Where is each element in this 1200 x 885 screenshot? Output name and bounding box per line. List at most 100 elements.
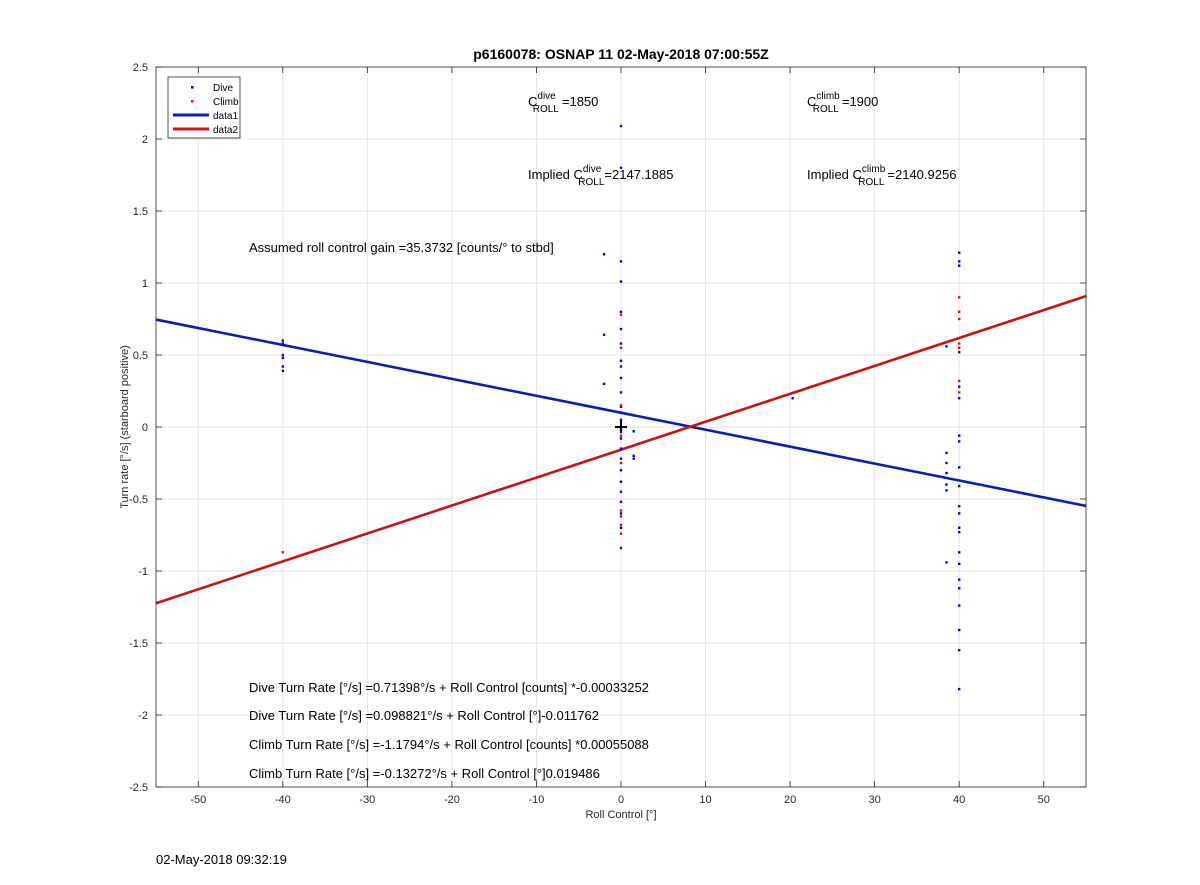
x-axis-label: Roll Control [°] xyxy=(585,809,656,821)
point-dive xyxy=(619,437,623,440)
point-climb xyxy=(957,296,961,299)
point-dive xyxy=(957,562,961,565)
point-climb xyxy=(619,404,623,407)
point-dive xyxy=(957,587,961,590)
legend-marker-dive xyxy=(191,86,194,89)
point-climb xyxy=(619,523,623,527)
point-dive xyxy=(619,469,623,472)
y-tick-label: 2.5 xyxy=(133,62,148,74)
point-dive xyxy=(945,451,948,455)
point-climb xyxy=(619,434,623,437)
point-dive xyxy=(957,264,961,267)
footer-timestamp: 02-May-2018 09:32:19 xyxy=(156,852,287,867)
point-dive xyxy=(957,687,961,691)
point-dive xyxy=(632,454,635,457)
point-climb xyxy=(619,346,623,349)
point-climb xyxy=(619,515,623,518)
point-dive xyxy=(945,345,948,348)
point-dive xyxy=(619,327,623,331)
c-climb-value: =1900 xyxy=(842,94,879,109)
y-tick-label: 0 xyxy=(142,422,148,434)
y-tick-label: -1 xyxy=(138,566,148,578)
point-climb xyxy=(619,532,623,535)
point-dive xyxy=(957,385,961,388)
point-dive xyxy=(957,526,961,529)
point-dive xyxy=(619,405,623,409)
x-tick-label: 50 xyxy=(1038,794,1050,806)
point-dive xyxy=(632,457,635,460)
point-climb xyxy=(957,342,961,345)
x-tick-label: 40 xyxy=(953,794,965,806)
point-dive xyxy=(619,166,623,169)
point-dive xyxy=(619,490,623,493)
point-climb xyxy=(281,551,285,554)
equation-climb-degrees: Climb Turn Rate [°/s] =-0.13272°/s + Rol… xyxy=(249,766,600,781)
legend-label-dive: Dive xyxy=(213,83,233,94)
point-dive xyxy=(957,397,961,400)
equation-dive-counts: Dive Turn Rate [°/s] =0.71398°/s + Roll … xyxy=(249,680,649,695)
point-dive xyxy=(602,382,606,385)
axes-frame xyxy=(155,66,1087,788)
tick-labels: -50 -40 -30 -20 -10 0 10 20 30 40 50-2.5-2-1.5-1-0… xyxy=(129,62,1050,806)
point-climb xyxy=(957,310,961,313)
legend: Dive Climb data1 data2 xyxy=(167,76,241,139)
point-dive xyxy=(619,359,623,362)
x-tick-label: 10 xyxy=(699,794,711,806)
gain-annotation: Assumed roll control gain =35.3732 [coun… xyxy=(249,240,554,255)
point-dive xyxy=(281,339,285,342)
point-climb xyxy=(619,509,623,512)
implied-dive-sup: dive xyxy=(583,164,602,175)
point-dive xyxy=(945,489,948,492)
c-climb-sup: climb xyxy=(816,91,840,102)
point-dive xyxy=(957,260,961,263)
point-dive xyxy=(957,440,961,443)
legend-label-data1: data1 xyxy=(213,111,238,122)
point-dive xyxy=(619,447,623,450)
point-dive xyxy=(945,561,948,564)
point-dive xyxy=(619,365,623,368)
point-dive xyxy=(957,505,961,508)
point-dive xyxy=(957,604,961,607)
point-dive xyxy=(619,457,623,460)
x-tick-label: 30 xyxy=(869,794,881,806)
data-points xyxy=(281,124,961,691)
y-tick-label: 1 xyxy=(142,278,148,290)
point-climb xyxy=(619,313,623,316)
implied-dive-annotation: Implied Cdive ROLL=2147.1885 xyxy=(528,164,673,188)
point-dive xyxy=(619,376,623,380)
point-dive xyxy=(791,397,794,400)
point-dive xyxy=(281,365,285,368)
implied-dive-sub: ROLL xyxy=(578,177,605,188)
implied-climb-prefix: Implied C xyxy=(807,167,862,182)
point-dive xyxy=(619,310,623,313)
x-tick-label: 0 xyxy=(618,794,624,806)
x-tick-label: -50 xyxy=(190,794,206,806)
point-climb xyxy=(957,379,961,383)
implied-climb-sup: climb xyxy=(862,164,886,175)
equation-dive-degrees: Dive Turn Rate [°/s] =0.098821°/s + Roll… xyxy=(249,708,599,723)
legend-label-climb: Climb xyxy=(213,97,239,108)
point-dive xyxy=(619,546,623,550)
point-dive xyxy=(957,530,961,534)
x-tick-label: -10 xyxy=(529,794,545,806)
legend-marker-climb xyxy=(191,100,194,103)
y-tick-label: 2 xyxy=(142,134,148,146)
point-dive xyxy=(957,350,961,354)
point-dive xyxy=(619,526,623,529)
point-dive xyxy=(957,466,961,469)
equation-climb-counts: Climb Turn Rate [°/s] =-1.1794°/s + Roll… xyxy=(249,737,649,752)
point-dive xyxy=(602,253,606,256)
point-dive xyxy=(619,342,623,345)
point-dive xyxy=(281,369,285,373)
point-dive xyxy=(957,649,961,652)
x-tick-label: -40 xyxy=(275,794,291,806)
point-dive xyxy=(281,342,285,345)
point-dive xyxy=(945,483,948,486)
c-climb-sub: ROLL xyxy=(813,104,840,115)
c-dive-value: =1850 xyxy=(562,94,599,109)
point-dive xyxy=(619,500,623,504)
point-dive xyxy=(957,551,961,554)
c-dive-sup: dive xyxy=(537,91,556,102)
point-dive xyxy=(957,251,961,254)
